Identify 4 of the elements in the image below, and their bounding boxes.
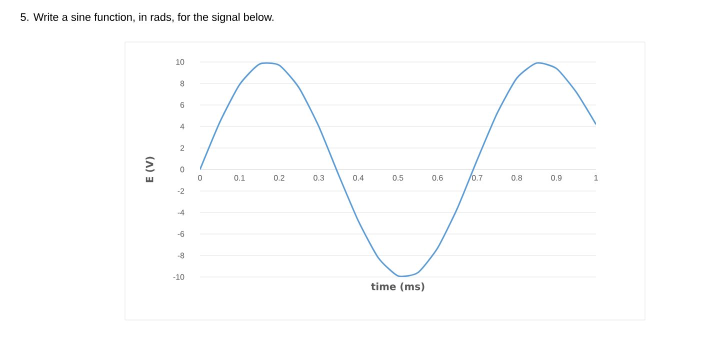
line-series bbox=[200, 62, 596, 277]
chart-title: 5. Write a sine function, in rads, for the signal below. bbox=[20, 12, 274, 24]
y-axis-title: E (V) bbox=[146, 156, 154, 182]
x-axis-title: time (ms) bbox=[371, 282, 424, 292]
